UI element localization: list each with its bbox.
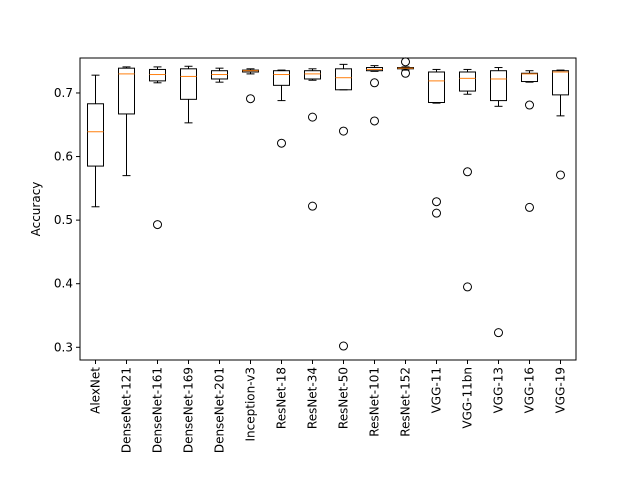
- y-tick-label: 0.3: [54, 340, 73, 354]
- box-group-vgg-11bn: [459, 68, 476, 292]
- y-tick-label: 0.7: [54, 86, 73, 100]
- y-tick-label: 0.6: [54, 150, 73, 164]
- box-group-resnet-50: [335, 63, 352, 351]
- x-tick-label: ResNet-101: [368, 367, 382, 437]
- box-group-resnet-18: [273, 69, 290, 148]
- outlier-point: [339, 126, 348, 136]
- outlier-point: [525, 202, 534, 212]
- box: [335, 68, 352, 91]
- outlier-point: [308, 201, 317, 211]
- box: [304, 70, 321, 80]
- box-group-densenet-169: [180, 65, 197, 124]
- outlier-point: [463, 167, 472, 177]
- plot-area: [87, 57, 569, 351]
- x-tick-label: DenseNet-121: [120, 367, 134, 453]
- box: [273, 70, 290, 86]
- x-tick-label: ResNet-18: [275, 367, 289, 429]
- y-axis-label: Accuracy: [29, 182, 43, 237]
- box-group-resnet-101: [366, 65, 383, 126]
- outlier-point: [308, 112, 317, 122]
- x-tick-label: DenseNet-201: [213, 367, 227, 453]
- x-axis: AlexNet DenseNet-121 DenseNet-161 DenseNet-…: [89, 360, 568, 453]
- box-group-resnet-34: [304, 68, 321, 211]
- box: [87, 103, 104, 167]
- x-tick-label: VGG-11bn: [461, 367, 475, 429]
- x-tick-label: DenseNet-169: [182, 367, 196, 453]
- outlier-point: [525, 100, 534, 110]
- x-tick-label: VGG-11: [430, 367, 444, 413]
- y-tick-label: 0.4: [54, 277, 73, 291]
- y-tick-label: 0.5: [54, 213, 73, 227]
- box-group-vgg-13: [490, 67, 507, 338]
- outlier-point: [401, 68, 410, 78]
- box-group-densenet-161: [149, 66, 166, 230]
- box: [180, 68, 197, 100]
- outlier-point: [432, 208, 441, 218]
- box: [459, 71, 476, 92]
- x-tick-label: VGG-13: [492, 367, 506, 413]
- outlier-point: [494, 328, 503, 338]
- outlier-point: [463, 282, 472, 292]
- outlier-point: [370, 78, 379, 88]
- x-tick-label: AlexNet: [89, 367, 103, 414]
- x-tick-label: ResNet-34: [306, 367, 320, 429]
- box-group-inception-v3: [242, 68, 259, 104]
- outlier-point: [432, 197, 441, 207]
- outlier-point: [556, 170, 565, 180]
- outlier-point: [370, 116, 379, 126]
- x-tick-label: DenseNet-161: [151, 367, 165, 453]
- box: [521, 72, 538, 83]
- outlier-point: [246, 94, 255, 104]
- axes-frame: [79, 57, 577, 361]
- box: [428, 71, 445, 104]
- box: [149, 68, 166, 82]
- box-group-alexnet: [87, 74, 104, 208]
- x-tick-label: ResNet-152: [399, 367, 413, 437]
- outlier-point: [339, 341, 348, 351]
- box: [552, 70, 569, 96]
- y-axis: 0.3 0.4 0.5 0.6 0.7: [54, 86, 80, 354]
- x-tick-label: VGG-16: [523, 367, 537, 413]
- outlier-point: [153, 220, 162, 230]
- x-tick-label: Inception-v3: [244, 367, 258, 441]
- outlier-point: [401, 57, 410, 67]
- outlier-point: [277, 138, 286, 148]
- box: [118, 67, 135, 115]
- box-group-vgg-16: [521, 70, 538, 212]
- box-group-densenet-201: [211, 67, 228, 83]
- box-group-resnet-152: [397, 57, 414, 78]
- box-group-vgg-19: [552, 69, 569, 180]
- x-tick-label: VGG-19: [554, 367, 568, 413]
- box: [490, 70, 507, 102]
- box-group-vgg-11: [428, 68, 445, 218]
- box-group-densenet-121: [118, 66, 135, 177]
- x-tick-label: ResNet-50: [337, 367, 351, 429]
